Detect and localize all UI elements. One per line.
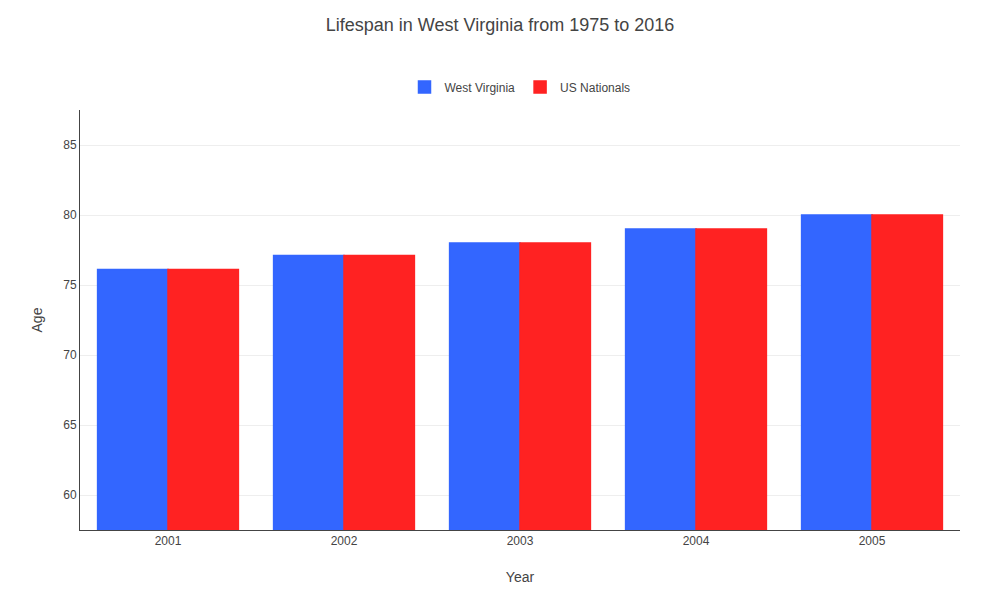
svg-text:65: 65 — [63, 418, 77, 432]
svg-text:2001: 2001 — [155, 534, 182, 548]
svg-text:Lifespan in West Virginia from: Lifespan in West Virginia from 1975 to 2… — [326, 15, 675, 35]
svg-text:2003: 2003 — [507, 534, 534, 548]
svg-text:2002: 2002 — [331, 534, 358, 548]
svg-text:US Nationals: US Nationals — [560, 81, 630, 95]
svg-text:2004: 2004 — [683, 534, 710, 548]
svg-text:85: 85 — [63, 138, 77, 152]
svg-text:70: 70 — [63, 348, 77, 362]
svg-text:Year: Year — [506, 569, 535, 585]
svg-text:80: 80 — [63, 208, 77, 222]
svg-text:Age: Age — [29, 307, 45, 332]
svg-text:60: 60 — [63, 488, 77, 502]
svg-text:75: 75 — [63, 278, 77, 292]
svg-text:West Virginia: West Virginia — [445, 81, 516, 95]
svg-text:2005: 2005 — [859, 534, 886, 548]
